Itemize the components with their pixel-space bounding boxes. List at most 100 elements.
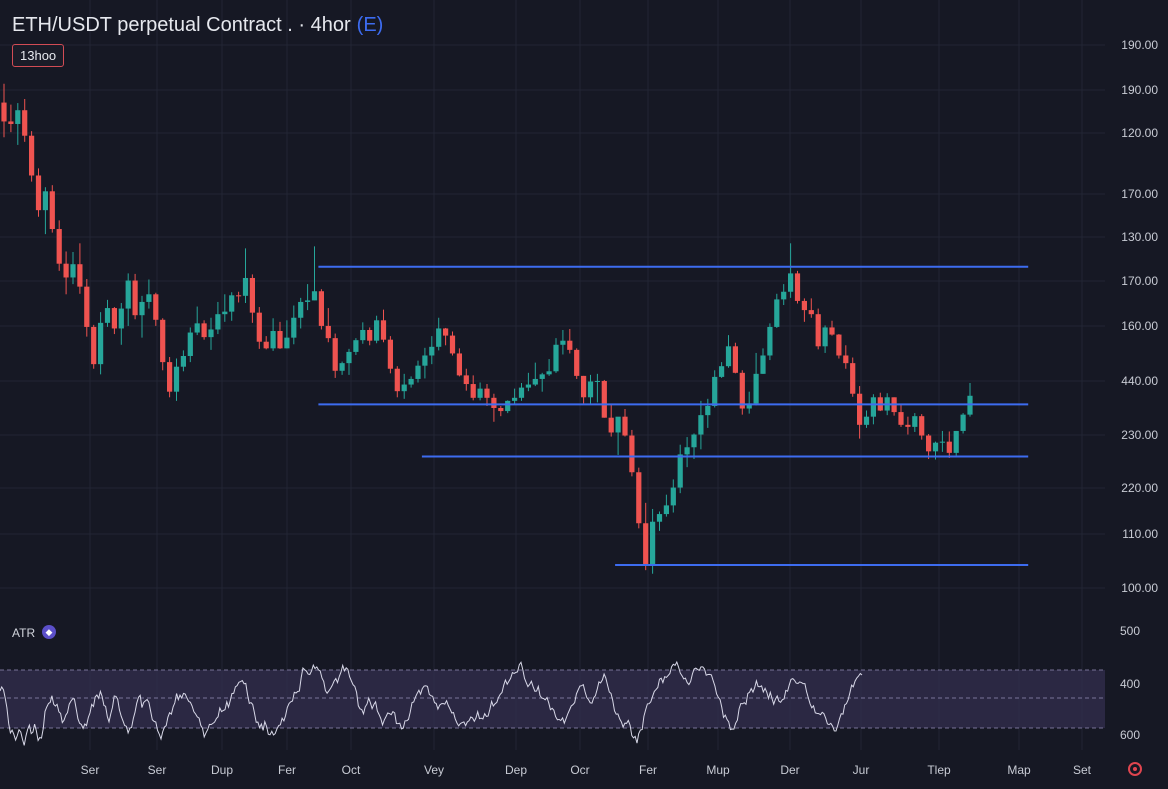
candle-body bbox=[443, 328, 449, 336]
candle-body bbox=[760, 355, 766, 374]
candle-body bbox=[353, 340, 359, 352]
candle-body bbox=[594, 380, 600, 382]
candle-body bbox=[857, 393, 863, 425]
candle-body bbox=[615, 416, 621, 433]
candle-body bbox=[222, 311, 228, 315]
price-tick-label: 100.00 bbox=[1121, 581, 1158, 595]
candle-body bbox=[146, 294, 152, 302]
atr-tick-label: 600 bbox=[1120, 728, 1140, 742]
atr-band bbox=[0, 670, 1105, 728]
candle-body bbox=[739, 372, 745, 409]
candle-body bbox=[725, 346, 732, 367]
candle-body bbox=[622, 416, 628, 436]
time-tick-label: Ocr bbox=[570, 763, 589, 777]
candle-body bbox=[277, 331, 283, 349]
settings-gear-icon[interactable] bbox=[1128, 762, 1142, 776]
candle-body bbox=[905, 424, 911, 427]
candle-body bbox=[601, 380, 607, 418]
candle-body bbox=[691, 434, 697, 448]
candle-body bbox=[311, 291, 318, 301]
candle-body bbox=[201, 323, 207, 338]
candle-body bbox=[539, 374, 545, 379]
atr-tick-label: 400 bbox=[1120, 677, 1140, 691]
candle-body bbox=[305, 300, 311, 302]
candle-body bbox=[387, 339, 393, 369]
candle-body bbox=[270, 331, 276, 349]
time-tick-label: Ser bbox=[148, 763, 167, 777]
candle-body bbox=[63, 263, 69, 278]
candle-body bbox=[829, 327, 835, 335]
candle-body bbox=[532, 378, 538, 385]
candle-body bbox=[401, 384, 407, 392]
atr-indicator-label[interactable]: ATR bbox=[12, 626, 36, 640]
candle-body bbox=[712, 376, 718, 406]
candle-body bbox=[187, 332, 193, 356]
candle-body bbox=[180, 355, 186, 367]
candle-body bbox=[960, 414, 966, 431]
candle-body bbox=[919, 416, 925, 436]
candle-body bbox=[35, 175, 42, 211]
candle-body bbox=[394, 368, 400, 392]
candle-body bbox=[629, 435, 635, 473]
price-tick-label: 170.00 bbox=[1121, 274, 1158, 288]
candle-body bbox=[663, 505, 669, 515]
candle-body bbox=[850, 363, 856, 394]
time-tick-label: Set bbox=[1073, 763, 1092, 777]
time-tick-label: Map bbox=[1007, 763, 1031, 777]
price-tick-label: 110.00 bbox=[1122, 527, 1158, 541]
candle-body bbox=[70, 264, 76, 278]
candle-body bbox=[8, 121, 14, 124]
candle-body bbox=[298, 301, 304, 318]
candle-body bbox=[422, 355, 428, 366]
price-tick-label: 190.00 bbox=[1121, 38, 1158, 52]
candle-body bbox=[29, 135, 35, 176]
candle-body bbox=[118, 308, 124, 329]
candle-body bbox=[98, 322, 104, 365]
interval-badge[interactable]: 13hoo bbox=[12, 44, 65, 67]
candle-body bbox=[49, 191, 55, 230]
candle-body bbox=[553, 344, 559, 372]
candle-body bbox=[160, 319, 166, 363]
candle-body bbox=[801, 300, 807, 311]
candle-body bbox=[484, 388, 490, 398]
exchange-badge[interactable]: (E) bbox=[356, 14, 384, 36]
price-tick-label: 220.00 bbox=[1121, 481, 1158, 495]
atr-panel: 500 400 600 bbox=[0, 624, 1140, 746]
candle-body bbox=[408, 378, 414, 385]
candle-body bbox=[380, 320, 387, 340]
candle-body bbox=[608, 417, 614, 433]
candle-body bbox=[512, 397, 518, 401]
candle-body bbox=[912, 416, 918, 427]
candle-body bbox=[946, 441, 952, 453]
candle-body bbox=[788, 273, 794, 292]
candle-body bbox=[208, 329, 214, 338]
time-tick-label: Vey bbox=[424, 763, 444, 777]
candle-body bbox=[815, 314, 821, 347]
candle-body bbox=[932, 442, 939, 452]
atr-settings-icon[interactable]: ◆ bbox=[42, 625, 56, 639]
candle-body bbox=[436, 328, 442, 347]
candle-body bbox=[477, 388, 483, 398]
candle-body bbox=[263, 341, 269, 349]
time-tick-label: Tlep bbox=[927, 763, 951, 777]
candle-body bbox=[56, 229, 62, 264]
candle-body bbox=[822, 327, 828, 347]
candle-body bbox=[125, 280, 131, 309]
candle-body bbox=[325, 325, 331, 339]
price-tick-label: 160.00 bbox=[1121, 319, 1158, 333]
price-tick-label: 230.00 bbox=[1121, 428, 1158, 442]
candle-body bbox=[139, 301, 145, 316]
atr-line bbox=[0, 660, 863, 746]
candle-body bbox=[173, 366, 180, 392]
candle-body bbox=[249, 277, 255, 313]
time-tick-label: Fer bbox=[639, 763, 657, 777]
candle-body bbox=[153, 294, 159, 320]
candle-body bbox=[15, 110, 21, 124]
candle-body bbox=[505, 400, 511, 412]
candle-body bbox=[491, 397, 497, 409]
candle-body bbox=[698, 415, 704, 435]
candle-body bbox=[863, 416, 870, 425]
candle-body bbox=[284, 337, 290, 349]
